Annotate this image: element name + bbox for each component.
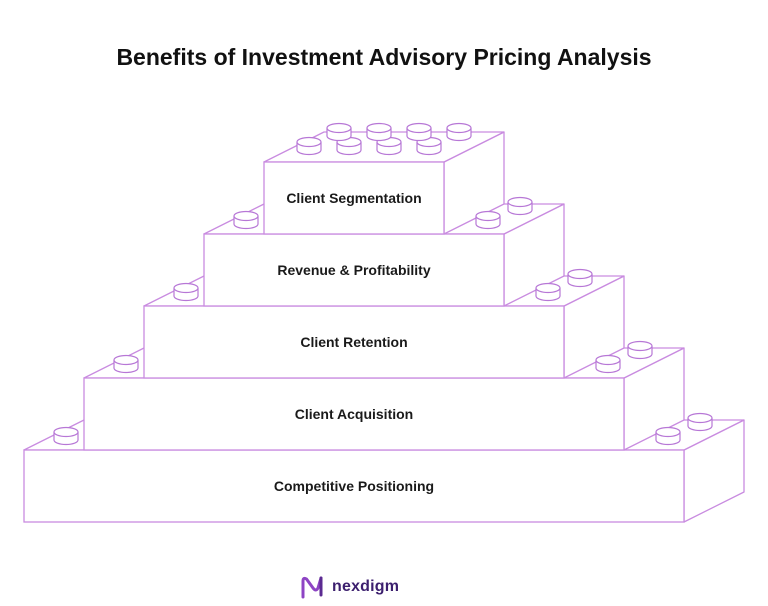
stud-icon [296, 136, 322, 156]
stud-icon [655, 426, 681, 446]
stud-icon [446, 122, 472, 142]
stud-icon [687, 412, 713, 432]
stud-icon [567, 268, 593, 288]
stud-icon [113, 354, 139, 374]
nexdigm-logo-icon [301, 576, 323, 599]
page-title: Benefits of Investment Advisory Pricing … [116, 44, 652, 70]
stud-icon [627, 340, 653, 360]
brand-footer: nexdigm [300, 575, 399, 599]
brick-label-level-5: Competitive Positioning [274, 478, 434, 494]
stud-icon [535, 282, 561, 302]
stud-icon [406, 122, 432, 142]
brand-name: nexdigm [332, 578, 400, 595]
brick-label-level-4: Client Acquisition [295, 406, 413, 422]
stud-icon [173, 282, 199, 302]
brick-label-level-1: Client Segmentation [286, 190, 421, 206]
stud-icon [326, 122, 352, 142]
stud-icon [53, 426, 79, 446]
stud-icon [475, 210, 501, 230]
stud-icon [233, 210, 259, 230]
stud-icon [507, 196, 533, 216]
brick-label-level-3: Client Retention [300, 334, 407, 350]
stud-icon [595, 354, 621, 374]
brick-label-level-2: Revenue & Profitability [277, 262, 430, 278]
stud-icon [366, 122, 392, 142]
